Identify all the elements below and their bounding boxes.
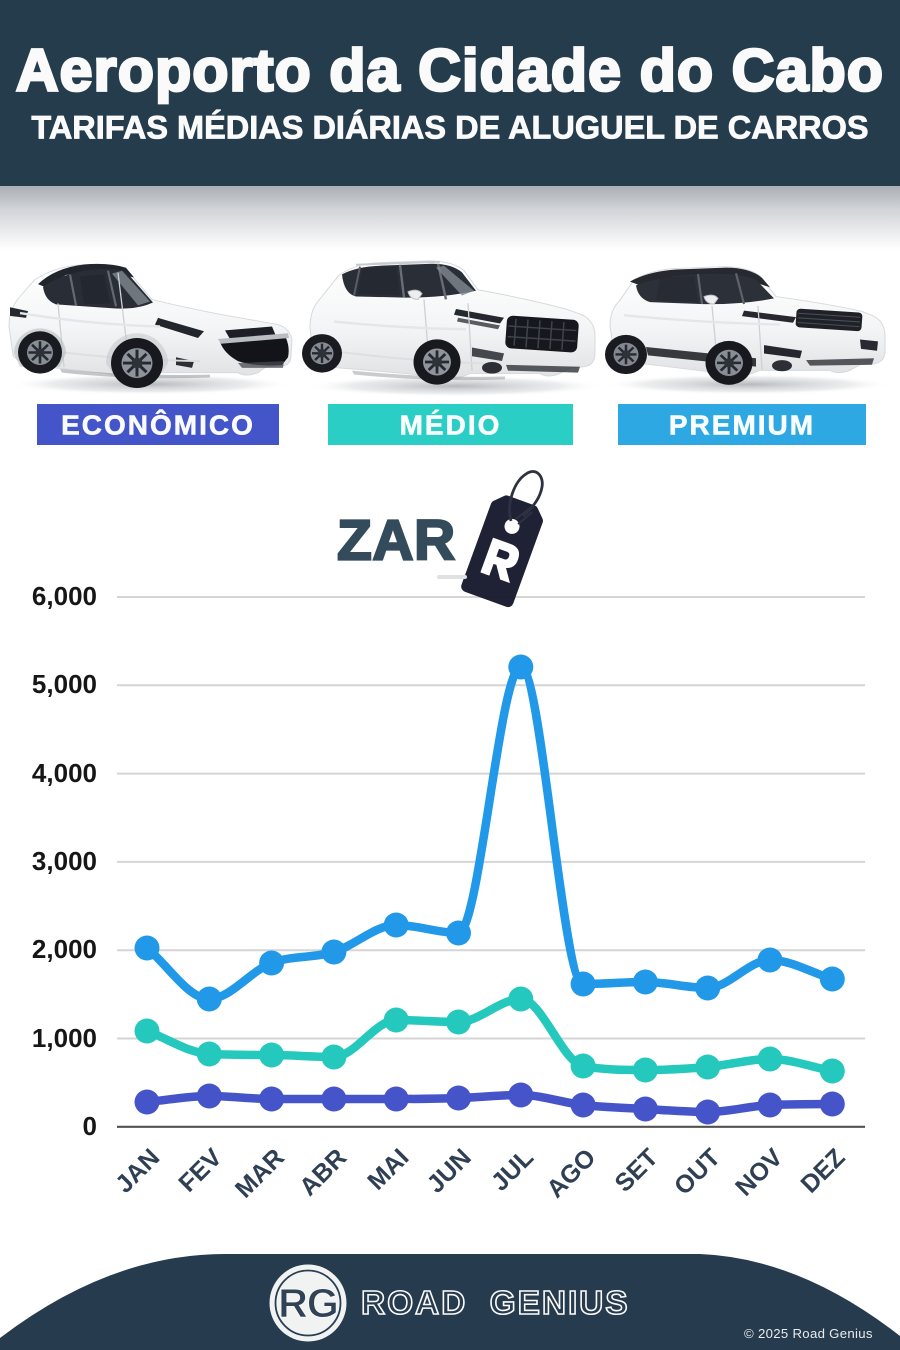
svg-text:RG: RG xyxy=(278,1280,338,1326)
svg-text:Aeroporto da Cidade do Cabo: Aeroporto da Cidade do Cabo xyxy=(16,38,884,104)
svg-text:TARIFAS MÉDIAS DIÁRIAS DE ALUG: TARIFAS MÉDIAS DIÁRIAS DE ALUGUEL DE CAR… xyxy=(31,108,868,145)
svg-text:3,000: 3,000 xyxy=(32,846,97,876)
svg-text:RG: RG xyxy=(278,1280,338,1326)
svg-text:4,000: 4,000 xyxy=(32,758,97,788)
svg-text:0: 0 xyxy=(83,1111,97,1141)
svg-text:2,000: 2,000 xyxy=(32,934,97,964)
svg-text:ECONÔMICO: ECONÔMICO xyxy=(61,409,255,441)
svg-text:6,000: 6,000 xyxy=(32,581,97,611)
svg-text:© 2025 Road Genius: © 2025 Road Genius xyxy=(744,1326,873,1341)
svg-text:PREMIUM: PREMIUM xyxy=(669,410,815,441)
svg-text:ROAD GENIUS: ROAD GENIUS xyxy=(361,1285,630,1322)
svg-text:5,000: 5,000 xyxy=(32,669,97,699)
svg-text:1,000: 1,000 xyxy=(32,1023,97,1053)
svg-text:ZAR: ZAR xyxy=(337,509,456,573)
svg-text:MÉDIO: MÉDIO xyxy=(400,410,502,441)
